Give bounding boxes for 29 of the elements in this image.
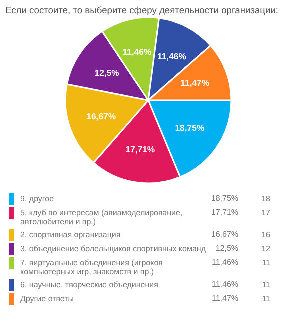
text: 12,5%	[216, 244, 239, 253]
legend-label: 3. объединение болельщиков спортивных команд	[20, 244, 206, 254]
legend-label: 2. спортивная организация	[20, 230, 121, 240]
data-label: 16,67%	[86, 112, 116, 122]
data-label: 11,46%	[158, 52, 187, 62]
data-label: 12,5%	[94, 68, 120, 78]
text: 11	[262, 280, 272, 290]
text: 17,71%	[211, 208, 239, 217]
text: 16	[262, 230, 272, 240]
text: 18,75%	[211, 194, 239, 203]
text: 12	[262, 244, 272, 254]
text: 11	[262, 294, 272, 304]
legend-label: 9. другое	[20, 194, 55, 204]
data-label: 11,46%	[122, 47, 152, 58]
legend-label: Другие ответы	[20, 294, 74, 304]
text: 11,46%	[212, 258, 239, 267]
text: 16,67%	[211, 230, 239, 239]
data-label: 17,71%	[126, 144, 156, 155]
text: 11,47%	[212, 294, 239, 303]
text: 11,46%	[212, 280, 239, 289]
chart-title: Если состоите, то выберите сферу деятельности организации:	[5, 6, 279, 16]
text: 18	[262, 194, 272, 204]
legend-label: 7. виртуальные объединения (игроков компьютерных игр, знакомств и пр.)	[20, 258, 163, 276]
legend-label: 6. научные, творческие объединения	[20, 280, 158, 290]
text: 11	[262, 258, 272, 268]
legend-label: 5. клуб по интересам (авиамоделирование, автолюбители и пр.)	[20, 208, 183, 226]
text: 17	[262, 208, 272, 218]
data-label: 11,47%	[180, 78, 210, 88]
data-label: 18,75%	[175, 123, 205, 134]
